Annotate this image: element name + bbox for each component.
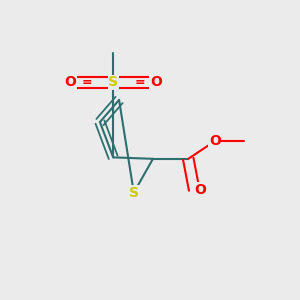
Text: =: = — [81, 76, 92, 89]
Text: O: O — [150, 75, 162, 89]
Text: S: S — [108, 75, 118, 89]
Text: O: O — [209, 134, 221, 148]
Text: O: O — [194, 183, 206, 197]
Text: =: = — [134, 76, 145, 89]
Text: O: O — [64, 75, 76, 89]
Text: S: S — [129, 186, 139, 200]
